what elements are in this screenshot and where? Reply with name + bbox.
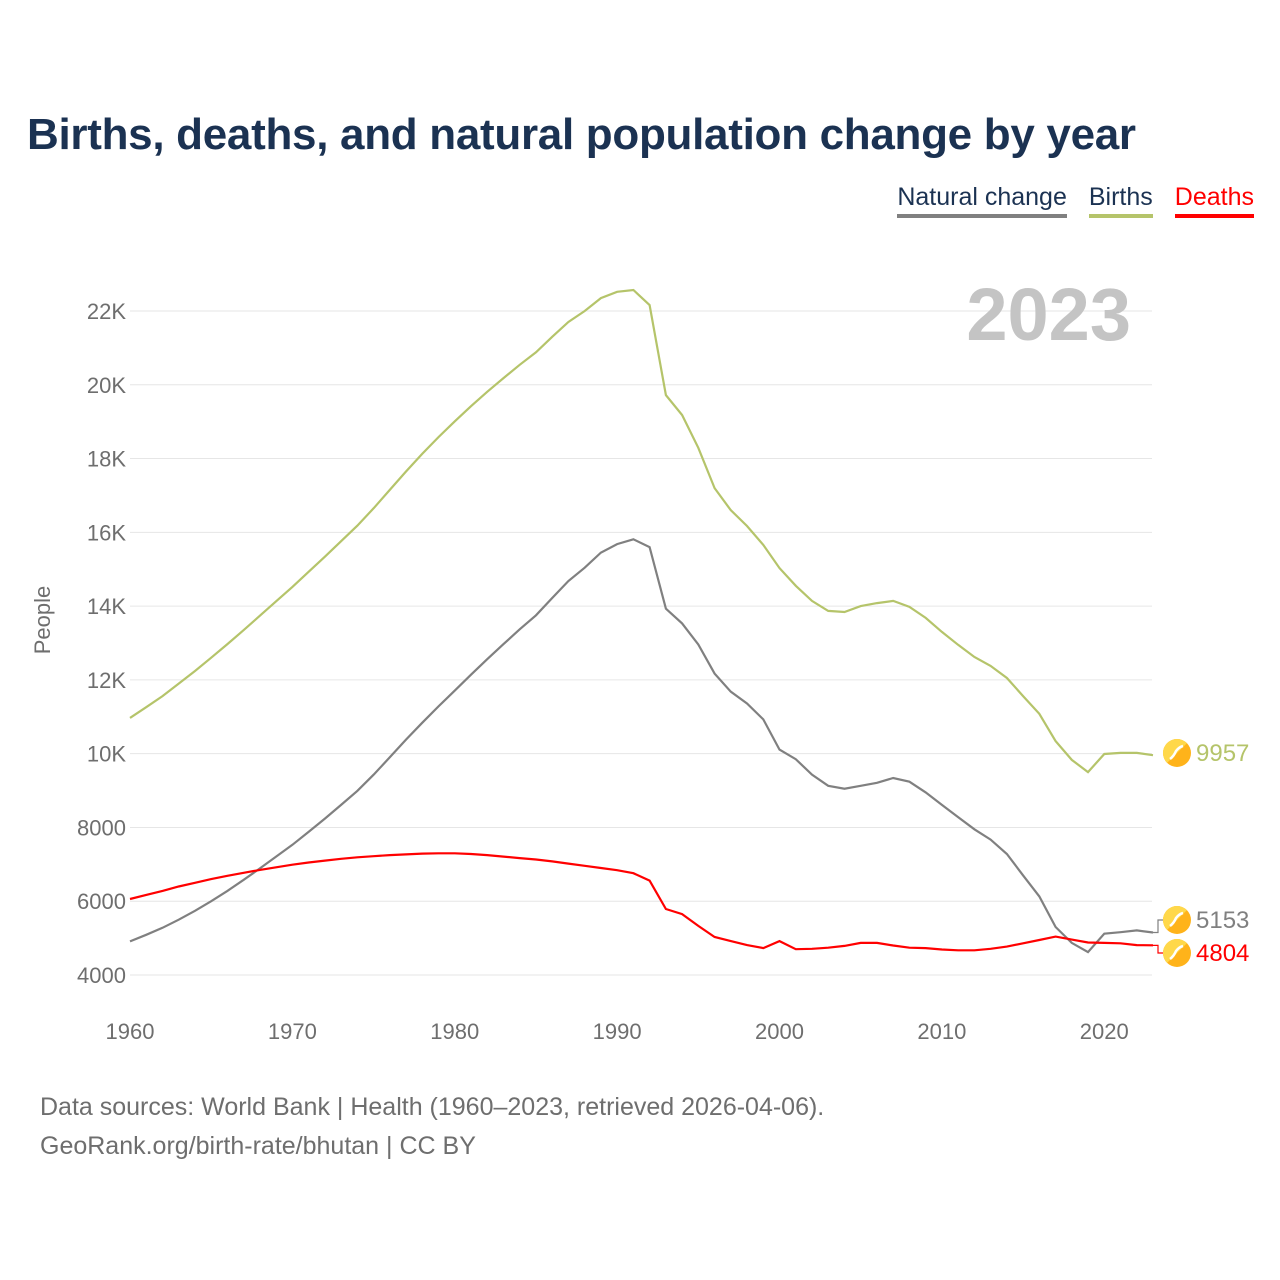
y-tick-label: 16K [87, 520, 126, 545]
year-watermark: 2023 [966, 273, 1131, 356]
end-value-label: 5153 [1196, 907, 1249, 934]
legend: Natural change Births Deaths [897, 183, 1254, 218]
y-tick-label: 22K [87, 299, 126, 324]
series-line-births [129, 288, 1154, 774]
series-line-deaths [129, 852, 1154, 952]
source-line-2[interactable]: GeoRank.org/birth-rate/bhutan | CC BY [40, 1132, 476, 1160]
flag-dragon [1169, 744, 1184, 760]
flag-dragon [1169, 911, 1184, 927]
label-connector [1153, 944, 1163, 954]
y-tick-label: 14K [87, 594, 126, 619]
chart-title: Births, deaths, and natural population c… [27, 110, 1136, 159]
y-tick-label: 20K [87, 373, 126, 398]
y-tick-label: 12K [87, 668, 126, 693]
y-tick-label: 6000 [77, 889, 126, 914]
source-line-1: Data sources: World Bank | Health (1960–… [40, 1093, 825, 1121]
x-tick-label: 2010 [917, 1019, 966, 1044]
label-connector [1153, 919, 1163, 934]
flag-dragon [1169, 944, 1184, 960]
source-note: Data sources: World Bank | Health (1960–… [40, 1088, 824, 1166]
end-value-label: 9957 [1196, 740, 1249, 767]
legend-deaths[interactable]: Deaths [1174, 183, 1254, 218]
y-tick-label: 4000 [77, 963, 126, 988]
end-value-label: 4804 [1196, 940, 1249, 967]
series-line-natural-change [129, 538, 1154, 954]
y-axis-label: People [30, 586, 55, 655]
y-tick-label: 8000 [77, 815, 126, 840]
x-tick-label: 1990 [593, 1019, 642, 1044]
x-tick-label: 2000 [755, 1019, 804, 1044]
y-tick-label: 18K [87, 447, 126, 472]
x-tick-label: 1960 [106, 1019, 155, 1044]
x-tick-label: 2020 [1080, 1019, 1129, 1044]
legend-natural-change[interactable]: Natural change [897, 183, 1067, 218]
y-tick-label: 10K [87, 742, 126, 767]
legend-births[interactable]: Births [1088, 183, 1153, 218]
x-tick-label: 1980 [430, 1019, 479, 1044]
x-tick-label: 1970 [268, 1019, 317, 1044]
